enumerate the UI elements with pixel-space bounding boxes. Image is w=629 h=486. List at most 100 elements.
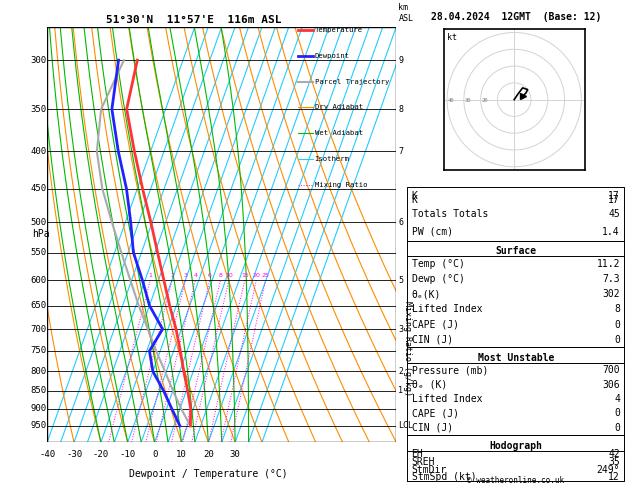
Text: 700: 700 [603, 365, 620, 375]
Text: θₑ (K): θₑ (K) [411, 380, 447, 390]
Text: Hodograph: Hodograph [489, 441, 542, 451]
Text: Pressure (mb): Pressure (mb) [411, 365, 488, 375]
Text: 500: 500 [30, 218, 47, 227]
Text: Temp (°C): Temp (°C) [411, 259, 464, 269]
Text: -10: -10 [120, 450, 136, 459]
Text: 650: 650 [30, 301, 47, 310]
Text: 15: 15 [241, 273, 248, 278]
Text: 0: 0 [614, 335, 620, 345]
Text: 45: 45 [608, 209, 620, 219]
Text: Dewp (°C): Dewp (°C) [411, 274, 464, 284]
Text: Wet Adiabat: Wet Adiabat [314, 130, 363, 136]
Text: Most Unstable: Most Unstable [477, 353, 554, 364]
Text: © weatheronline.co.uk: © weatheronline.co.uk [467, 476, 564, 485]
Text: 10: 10 [225, 273, 233, 278]
Text: 42: 42 [608, 450, 620, 459]
Text: 3: 3 [398, 325, 403, 333]
Text: 30: 30 [230, 450, 240, 459]
Text: K: K [411, 195, 418, 206]
Text: 300: 300 [30, 56, 47, 65]
Text: Temperature: Temperature [314, 27, 363, 33]
Text: 249°: 249° [596, 465, 620, 475]
Text: 950: 950 [30, 421, 47, 431]
Text: 1.4: 1.4 [603, 226, 620, 237]
Text: 20: 20 [481, 98, 488, 103]
Text: 11.2: 11.2 [596, 259, 620, 269]
Text: SREH: SREH [411, 457, 435, 467]
Text: 51°30'N  11°57'E  116m ASL: 51°30'N 11°57'E 116m ASL [106, 15, 282, 25]
Text: 350: 350 [30, 104, 47, 114]
Text: 2: 2 [398, 367, 403, 376]
Text: 17: 17 [608, 195, 620, 206]
Text: 0: 0 [152, 450, 157, 459]
Text: 28.04.2024  12GMT  (Base: 12): 28.04.2024 12GMT (Base: 12) [431, 12, 601, 22]
Text: 306: 306 [603, 380, 620, 390]
Text: Surface: Surface [495, 246, 537, 257]
Text: Parcel Trajectory: Parcel Trajectory [314, 79, 389, 85]
Text: 0: 0 [614, 423, 620, 433]
Text: 6: 6 [398, 218, 403, 227]
Text: 0: 0 [614, 320, 620, 330]
Text: km
ASL: km ASL [398, 3, 413, 22]
Text: 850: 850 [30, 386, 47, 395]
Text: 20: 20 [203, 450, 214, 459]
Text: 4: 4 [193, 273, 198, 278]
Text: StmSpd (kt): StmSpd (kt) [411, 472, 476, 482]
Text: 900: 900 [30, 404, 47, 413]
Text: -20: -20 [93, 450, 109, 459]
Text: 3: 3 [184, 273, 187, 278]
Text: 1: 1 [398, 386, 403, 395]
Text: 7: 7 [398, 147, 403, 156]
Text: 25: 25 [262, 273, 269, 278]
Text: 302: 302 [603, 289, 620, 299]
Text: EH: EH [411, 450, 423, 459]
Text: θₑ(K): θₑ(K) [411, 289, 441, 299]
Text: LCL: LCL [398, 421, 413, 431]
Text: 35: 35 [608, 457, 620, 467]
Text: StmDir: StmDir [411, 465, 447, 475]
Text: 8: 8 [398, 104, 403, 114]
Text: Mixing Ratio: Mixing Ratio [314, 182, 367, 188]
Text: 7.3: 7.3 [603, 274, 620, 284]
Text: -40: -40 [39, 450, 55, 459]
Text: K: K [411, 191, 418, 201]
Text: 40: 40 [448, 98, 454, 103]
Text: 0: 0 [614, 408, 620, 418]
Text: 30: 30 [465, 98, 471, 103]
Text: Mixing Ratio (g/kg): Mixing Ratio (g/kg) [403, 301, 413, 396]
Text: 2: 2 [170, 273, 174, 278]
Text: CIN (J): CIN (J) [411, 423, 453, 433]
Text: 750: 750 [30, 347, 47, 355]
Text: 400: 400 [30, 147, 47, 156]
Text: Lifted Index: Lifted Index [411, 304, 482, 314]
Text: kt: kt [447, 34, 457, 42]
Text: CAPE (J): CAPE (J) [411, 408, 459, 418]
Text: 600: 600 [30, 276, 47, 285]
Text: 8: 8 [218, 273, 223, 278]
Text: hPa: hPa [31, 229, 49, 240]
Text: 550: 550 [30, 248, 47, 257]
Text: 4: 4 [614, 394, 620, 404]
Text: Isotherm: Isotherm [314, 156, 350, 162]
Text: PW (cm): PW (cm) [411, 226, 453, 237]
Text: 700: 700 [30, 325, 47, 333]
Text: 6: 6 [208, 273, 212, 278]
Text: Dewpoint / Temperature (°C): Dewpoint / Temperature (°C) [129, 469, 287, 479]
Text: -30: -30 [66, 450, 82, 459]
Text: 450: 450 [30, 184, 47, 193]
Text: 17: 17 [608, 191, 620, 201]
Text: Lifted Index: Lifted Index [411, 394, 482, 404]
Text: 10: 10 [176, 450, 187, 459]
Text: 12: 12 [608, 472, 620, 482]
Text: Dewpoint: Dewpoint [314, 53, 350, 59]
Text: CIN (J): CIN (J) [411, 335, 453, 345]
Text: 1: 1 [148, 273, 152, 278]
Text: Dry Adiabat: Dry Adiabat [314, 104, 363, 110]
Text: 9: 9 [398, 56, 403, 65]
Text: Totals Totals: Totals Totals [411, 209, 488, 219]
Text: 800: 800 [30, 367, 47, 376]
Text: 8: 8 [614, 304, 620, 314]
Text: 5: 5 [398, 276, 403, 285]
Text: CAPE (J): CAPE (J) [411, 320, 459, 330]
Text: 20: 20 [252, 273, 260, 278]
